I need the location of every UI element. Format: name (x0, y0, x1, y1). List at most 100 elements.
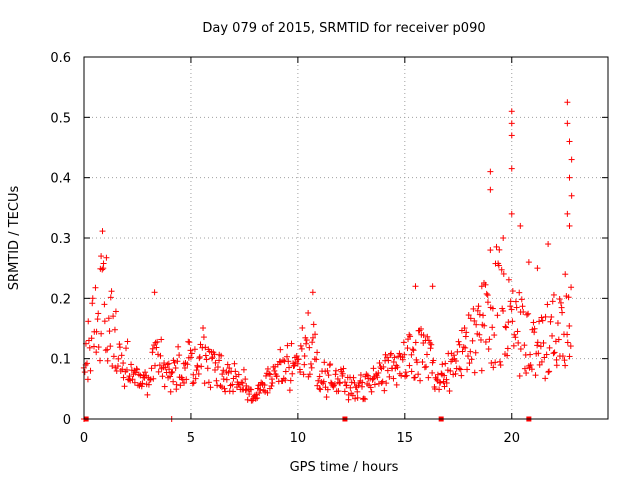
data-point (157, 352, 164, 359)
data-point (84, 376, 91, 383)
data-point (186, 339, 193, 346)
data-point (447, 367, 454, 374)
data-point (360, 395, 367, 402)
data-point (504, 345, 511, 352)
data-point (525, 259, 532, 266)
data-point (349, 392, 356, 399)
data-point (260, 387, 267, 394)
data-point (99, 266, 106, 273)
data-point (107, 294, 114, 301)
data-point (565, 294, 572, 301)
data-point (297, 369, 304, 376)
grid-lines (84, 57, 608, 419)
data-point (553, 356, 560, 363)
data-point (400, 339, 407, 346)
data-point (376, 359, 383, 366)
data-point (496, 358, 503, 365)
data-point (399, 356, 406, 363)
data-point (284, 342, 291, 349)
data-point (564, 99, 571, 106)
data-point (352, 395, 359, 402)
data-point (286, 387, 293, 394)
data-point (478, 283, 485, 290)
data-point (513, 304, 520, 311)
data-point (483, 290, 490, 297)
data-point (324, 367, 331, 374)
data-point (191, 346, 198, 353)
data-point (514, 328, 521, 335)
data-point (256, 390, 263, 397)
data-point (568, 156, 575, 163)
x-tick-label: 15 (397, 431, 414, 446)
data-point (490, 364, 497, 371)
data-point (107, 343, 114, 350)
data-point (459, 348, 466, 355)
data-point (323, 394, 330, 401)
data-point (469, 337, 476, 344)
data-point (189, 380, 196, 387)
data-point (170, 378, 177, 385)
data-point (481, 322, 488, 329)
data-point (538, 314, 545, 321)
data-point (106, 328, 113, 335)
data-point (168, 369, 175, 376)
data-point (550, 291, 557, 298)
data-point (120, 374, 127, 381)
data-point (92, 284, 99, 291)
data-point (535, 350, 542, 357)
data-point (216, 357, 223, 364)
data-point (334, 375, 341, 382)
data-point (525, 310, 532, 317)
data-point (146, 376, 153, 383)
data-point (99, 228, 106, 235)
data-point (505, 276, 512, 283)
data-point (566, 322, 573, 329)
data-point (95, 344, 102, 351)
data-point (205, 379, 212, 386)
data-point (532, 372, 539, 379)
data-point (195, 370, 202, 377)
data-point (371, 381, 378, 388)
data-point (512, 334, 519, 341)
data-point (187, 354, 194, 361)
data-point (348, 379, 355, 386)
data-point (415, 371, 422, 378)
data-point (214, 364, 221, 371)
data-point (303, 337, 310, 344)
data-point (390, 375, 397, 382)
data-point (300, 371, 307, 378)
data-point (354, 394, 361, 401)
data-point (102, 347, 109, 354)
data-point (512, 298, 519, 305)
data-point (294, 360, 301, 367)
data-point (184, 361, 191, 368)
data-point (425, 337, 432, 344)
data-point (309, 289, 316, 296)
data-point (242, 376, 249, 383)
data-point (225, 369, 232, 376)
data-point (542, 375, 549, 382)
data-point (100, 265, 107, 272)
data-point (299, 324, 306, 331)
data-point (508, 132, 515, 139)
data-points (80, 99, 575, 422)
data-point (559, 309, 566, 316)
data-point (343, 382, 350, 389)
y-tick-label: 0 (63, 413, 71, 428)
data-point (508, 120, 515, 127)
data-point (116, 341, 123, 348)
data-point (463, 329, 470, 336)
data-point (370, 365, 377, 372)
data-point (218, 384, 225, 391)
data-point (568, 284, 575, 291)
data-point (152, 362, 159, 369)
data-point (267, 371, 274, 378)
data-point (350, 374, 357, 381)
data-point (155, 368, 162, 375)
data-point (487, 247, 494, 254)
y-tick-label: 0.4 (50, 172, 71, 187)
data-point (404, 345, 411, 352)
data-point (158, 336, 165, 343)
data-point (420, 332, 427, 339)
